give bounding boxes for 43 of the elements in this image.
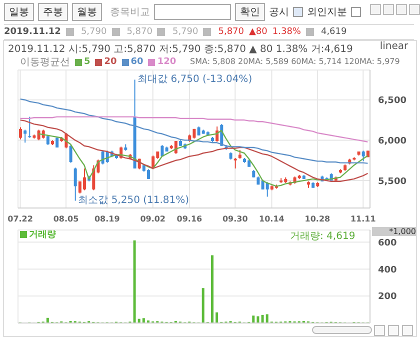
y-tick-label: 600 bbox=[378, 238, 397, 248]
legend-label: 60 bbox=[130, 57, 144, 67]
legend-label: 120 bbox=[156, 57, 176, 67]
text: 월봉 bbox=[72, 3, 102, 21]
text: linear bbox=[378, 41, 410, 54]
x-tick-label: 08.19 bbox=[94, 214, 120, 224]
y-tick-label: 6,000 bbox=[378, 136, 406, 146]
text: 1.38% bbox=[272, 27, 301, 37]
y-tick-label: 400 bbox=[378, 265, 397, 276]
x-tick-label: 07.22 bbox=[8, 214, 33, 224]
text: 5,870 bbox=[218, 27, 244, 37]
x-tick-label: 11.11 bbox=[350, 214, 376, 224]
y-tick-label: 5,500 bbox=[378, 176, 406, 187]
legend-label: 5 bbox=[83, 57, 90, 67]
annotation: 최소값 5,250 (11.81%) bbox=[78, 194, 190, 207]
x-tick-label: 08.05 bbox=[53, 214, 80, 224]
x-tick-label: 10.28 bbox=[304, 214, 331, 224]
text: 종목비교 bbox=[110, 6, 150, 19]
text: 4,619 bbox=[320, 27, 347, 37]
text: 5,790 bbox=[80, 27, 107, 37]
text: 주봉 bbox=[38, 3, 68, 21]
x-tick-label: 10.14 bbox=[259, 214, 285, 224]
x-tick-label: 09.16 bbox=[176, 214, 203, 224]
text: SMA: 5,808 20MA: 5,589 60MA: 5,714 120MA: 5,979 bbox=[190, 57, 400, 66]
text: 확인 bbox=[235, 3, 265, 21]
text: 2019.11.12 시:5,790 고:5,870 저:5,790 종:5,870 ▲ 80 1.38% 거:4,619 bbox=[8, 43, 353, 56]
annotation: 최대값 6,750 (-13.04%) bbox=[138, 72, 252, 86]
x-tick-label: 09.02 bbox=[140, 214, 166, 224]
text: 5,790 bbox=[172, 27, 198, 37]
text: 이동평균선 bbox=[20, 56, 70, 69]
legend-label: 거래량 bbox=[28, 229, 56, 241]
text: 외인지분 bbox=[307, 6, 347, 19]
text: 2019.11.12 bbox=[4, 27, 61, 37]
y-axis-title: *1,000 bbox=[372, 227, 416, 236]
y-tick-label: 200 bbox=[378, 292, 397, 302]
y-tick-label: 6,500 bbox=[378, 96, 406, 106]
legend-label: 20 bbox=[103, 57, 117, 67]
text: 공시 bbox=[269, 6, 289, 19]
text: 일봉 bbox=[4, 3, 34, 21]
text: ▲80 bbox=[249, 27, 268, 37]
annotation: 거래량: 4,619 bbox=[290, 230, 356, 243]
text: 5,870 bbox=[126, 27, 152, 37]
x-tick-label: 09.30 bbox=[222, 214, 248, 224]
